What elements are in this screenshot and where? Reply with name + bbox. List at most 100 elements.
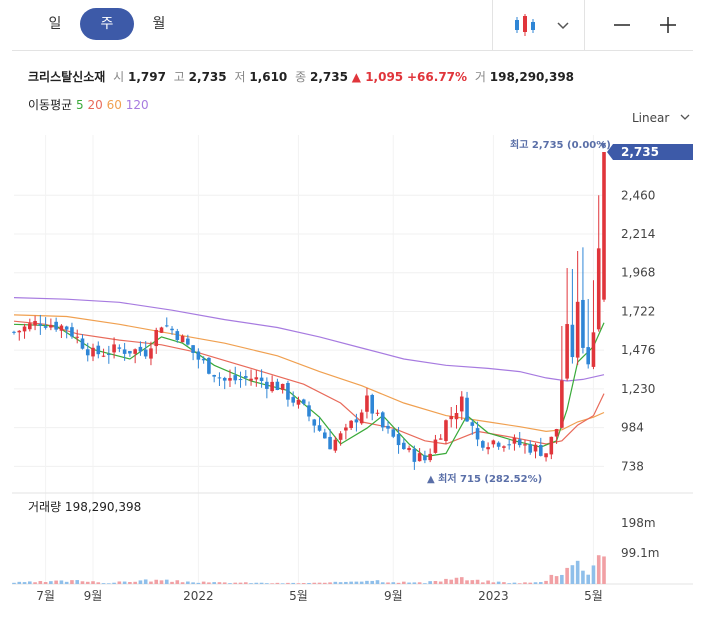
candle-body (107, 354, 111, 356)
candle-body (96, 345, 101, 355)
volume-bar (533, 582, 538, 584)
close-label: 종 (295, 70, 307, 84)
candle-body (191, 345, 195, 353)
candle-body (80, 338, 85, 349)
tab-month[interactable]: 월 (152, 16, 166, 32)
zoom-out-button[interactable] (602, 0, 642, 50)
volume-bar (370, 580, 375, 584)
candle-body (338, 433, 343, 440)
low-annotation: ▲ 최저 715 (282.52%) (427, 472, 542, 485)
volume-bar (22, 582, 27, 584)
volume-bar (386, 582, 390, 584)
volume-bar (254, 582, 259, 584)
volume-bar (459, 577, 464, 584)
volume-bar (560, 574, 564, 584)
tab-day[interactable]: 일 (48, 16, 62, 32)
y-axis: 2,460 2,214 1,968 1,722 1,476 1,230 984 738 (621, 188, 655, 473)
volume-bar (602, 556, 606, 584)
volume-bar (96, 582, 101, 584)
x-tick-label: 9월 (84, 589, 103, 603)
volume-bar (349, 581, 353, 584)
ma5-label: 5 (76, 98, 84, 112)
candle-body (101, 355, 106, 357)
open-value: 1,797 (127, 70, 166, 84)
volume-bar (286, 582, 290, 584)
toolbar: 일 주 월 (12, 0, 693, 51)
volume-bar (164, 579, 169, 584)
candle-body (475, 428, 480, 440)
volume-bar (486, 580, 490, 584)
candle-body (59, 325, 64, 331)
candle-body (523, 444, 527, 446)
candle-body (344, 427, 348, 431)
volume-bar (117, 581, 122, 584)
volume-bar (554, 576, 559, 584)
candle-body (228, 378, 232, 381)
candle-body (143, 349, 148, 357)
candle-body (502, 446, 506, 448)
candle-body (528, 444, 533, 453)
chevron-down-icon (557, 22, 569, 30)
volume-bar (438, 581, 443, 584)
volume-bar (149, 581, 153, 584)
candle-body (201, 358, 206, 361)
candle-body (459, 396, 464, 412)
candle-body (259, 377, 264, 381)
volume-bar (496, 581, 501, 584)
candle-body (175, 331, 180, 340)
volume-bar (112, 582, 116, 584)
candle-body (359, 412, 364, 424)
current-price-text: 2,735 (621, 145, 659, 159)
volume-bar (280, 583, 285, 584)
y-tick-label: 1,476 (621, 343, 655, 357)
moving-average-legend[interactable]: 이동평균 5 20 60 120 (28, 96, 149, 113)
candle-body (49, 324, 53, 328)
volume-bar (444, 578, 448, 584)
volume-bar (307, 582, 311, 584)
volume-tick-mid: 99.1m (621, 546, 659, 560)
chevron-down-icon (680, 114, 690, 120)
candle-body (75, 336, 80, 338)
candle-body (149, 348, 153, 359)
y-tick-label: 1,968 (621, 266, 655, 280)
candle-body (22, 326, 27, 332)
volume-bar (323, 582, 327, 584)
candle-body (333, 439, 338, 451)
y-tick-label: 984 (621, 421, 644, 435)
candle-body (112, 344, 116, 353)
chart-type-select[interactable] (500, 0, 584, 50)
candle-body (454, 413, 459, 420)
volume-bar (196, 582, 201, 584)
volume-bar (175, 580, 180, 584)
scale-mode-select[interactable]: Linear (632, 111, 691, 125)
candle-body (270, 381, 274, 392)
volume-bar (359, 581, 364, 584)
volume-bar (122, 581, 127, 584)
candle-body (449, 416, 454, 420)
candle-body (222, 377, 227, 381)
candle-body (243, 376, 248, 378)
candle-body (423, 455, 427, 461)
stock-summary: 크리스탈신소재 시 1,797 고 2,735 저 1,610 종 2,735 … (28, 68, 574, 85)
tab-week[interactable]: 주 (80, 8, 134, 40)
volume-tick-top: 198m (621, 516, 656, 530)
candle-body (280, 383, 285, 390)
volume-bar (575, 560, 580, 584)
candle-body (296, 399, 301, 405)
volume-bar (365, 580, 369, 584)
candle-body (596, 248, 601, 330)
volume-bar (49, 581, 53, 584)
volume-bar (154, 579, 159, 584)
candle-body (554, 429, 559, 437)
x-tick-label: 2022 (183, 589, 214, 603)
volume-bar (138, 580, 143, 584)
volume-bar (186, 581, 190, 584)
moving-average-lines (13, 297, 605, 458)
volume-bar (433, 581, 438, 584)
zoom-in-button[interactable] (648, 0, 688, 50)
volume-bar (528, 582, 533, 584)
volume-bar (238, 582, 243, 584)
volume-bar (407, 582, 411, 584)
candle-body (433, 439, 438, 453)
